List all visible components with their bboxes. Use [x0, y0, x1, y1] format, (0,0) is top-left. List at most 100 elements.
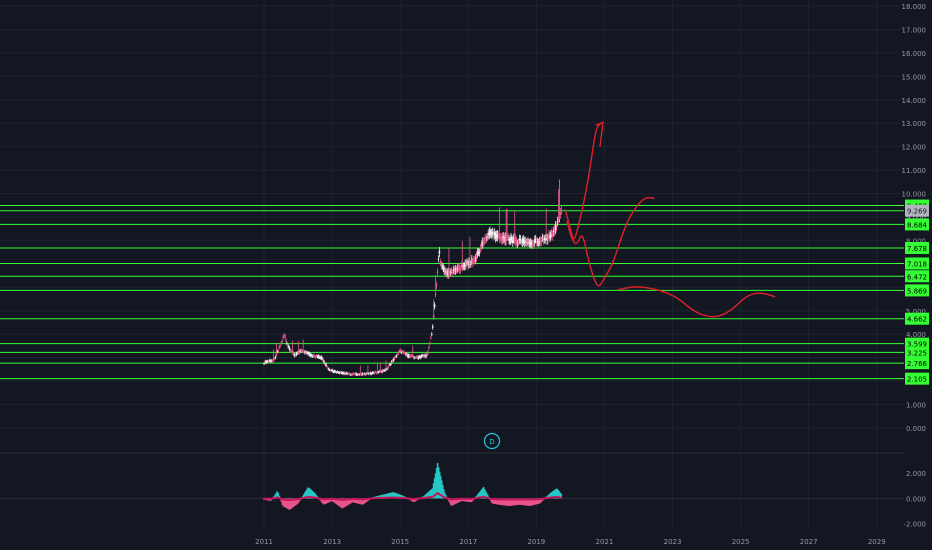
oscillator-bar — [427, 491, 430, 499]
candle-body — [294, 354, 297, 356]
oscillator-bar — [434, 473, 437, 499]
candle-body — [465, 263, 467, 266]
candle-body — [390, 364, 392, 365]
candle-body — [401, 351, 404, 353]
forecast-arrow-up[interactable] — [564, 122, 602, 240]
time-tick-label: 2021 — [596, 538, 614, 546]
oscillator-bar — [525, 498, 528, 506]
oscillator-bar — [506, 498, 508, 506]
candle-body — [329, 369, 331, 371]
candle-body — [552, 234, 554, 237]
candle-body — [314, 356, 317, 358]
oscillator-bar — [392, 492, 395, 499]
time-axis[interactable]: 2011 2013 2015 2017 2019 2021 2023 2025 2027 2029 — [255, 538, 886, 546]
oscillator-bar — [315, 494, 317, 499]
level-label: 5.869 — [907, 287, 927, 295]
price-tick-label: 18.000 — [902, 3, 927, 11]
candle-body — [319, 357, 322, 359]
oscillator-bar — [522, 498, 525, 506]
candle-body — [491, 232, 493, 236]
oscillator-bar — [541, 498, 543, 502]
candle-body — [530, 241, 532, 244]
candle-body — [437, 258, 440, 260]
candle-body — [523, 240, 526, 244]
oscillator-bar — [429, 490, 432, 499]
candle-body — [352, 373, 355, 375]
candle-body — [291, 351, 294, 353]
time-tick-label: 2029 — [868, 538, 886, 546]
oscillator-bar — [453, 498, 455, 505]
candle-body — [556, 221, 559, 223]
level-label: 8.684 — [907, 221, 928, 229]
oscillator-bar — [465, 498, 468, 502]
oscillator-bar — [430, 489, 433, 499]
oscillator-bar — [432, 483, 435, 499]
candle-body — [389, 364, 391, 365]
candle-body — [266, 361, 268, 363]
oscillator-bar — [515, 498, 518, 506]
time-tick-label: 2027 — [800, 538, 818, 546]
forecast-wave[interactable] — [617, 286, 776, 318]
oscillator-bar — [509, 498, 511, 506]
candle-body — [424, 355, 426, 357]
oscillator-bar — [326, 498, 329, 504]
oscillator-bar — [558, 491, 560, 499]
candle-body — [402, 351, 404, 353]
oscillator-bar — [452, 498, 454, 506]
candle-body — [522, 238, 525, 242]
forecast-arrow-head[interactable] — [595, 121, 604, 147]
oscillator-bar — [355, 498, 357, 504]
price-tick-label: 0.000 — [906, 425, 926, 433]
candle-body — [396, 354, 399, 356]
oscillator-bar — [493, 498, 495, 504]
candle-body — [357, 374, 360, 375]
candle-body — [344, 373, 346, 375]
oscillator-bar — [297, 498, 300, 503]
price-tick-label: 9.000 — [906, 214, 926, 222]
candle-body — [410, 356, 412, 357]
oscillator-bar — [476, 494, 479, 499]
candle-body — [457, 266, 460, 269]
time-tick-label: 2013 — [323, 538, 341, 546]
oscillator-bar — [534, 498, 537, 505]
candle-body — [265, 361, 267, 363]
oscillator-bar — [527, 498, 530, 506]
candle-body — [379, 370, 382, 372]
candle-body — [488, 232, 490, 236]
oscillator-bar — [286, 498, 289, 509]
candle-body — [555, 227, 558, 228]
forecast-path-down[interactable] — [566, 196, 655, 287]
candle-body — [271, 360, 274, 362]
candle-body — [361, 373, 364, 375]
candle-body — [349, 373, 351, 375]
forecast-drawings[interactable] — [564, 121, 776, 318]
candle-body — [425, 354, 427, 357]
candle-body — [398, 351, 401, 352]
candle-body — [414, 357, 417, 359]
candle-body — [285, 339, 287, 341]
candle-body — [381, 370, 384, 372]
candle-body — [487, 233, 489, 236]
level-label: 2.105 — [907, 376, 927, 384]
oscillator-bar — [503, 498, 505, 506]
oscillator-bar — [275, 492, 278, 499]
candle-body — [452, 268, 455, 271]
oscillator-bar — [287, 498, 290, 510]
candle-body — [309, 354, 312, 356]
candle-body — [540, 240, 543, 243]
badge[interactable]: D — [483, 432, 501, 450]
oscillator-bar — [424, 494, 427, 499]
oscillator-bar — [282, 498, 285, 507]
oscillator-bar — [309, 488, 311, 499]
oscillator-bar — [339, 498, 342, 508]
candle-body — [386, 368, 388, 370]
candle-body — [501, 236, 504, 241]
level-label-box — [905, 270, 929, 283]
oscillator-bar — [517, 498, 520, 505]
oscillator-bar — [349, 498, 351, 504]
candle-body — [269, 360, 272, 362]
oscillator-bar — [293, 498, 296, 506]
candle-body — [283, 335, 285, 336]
badge-circle[interactable] — [483, 432, 501, 450]
